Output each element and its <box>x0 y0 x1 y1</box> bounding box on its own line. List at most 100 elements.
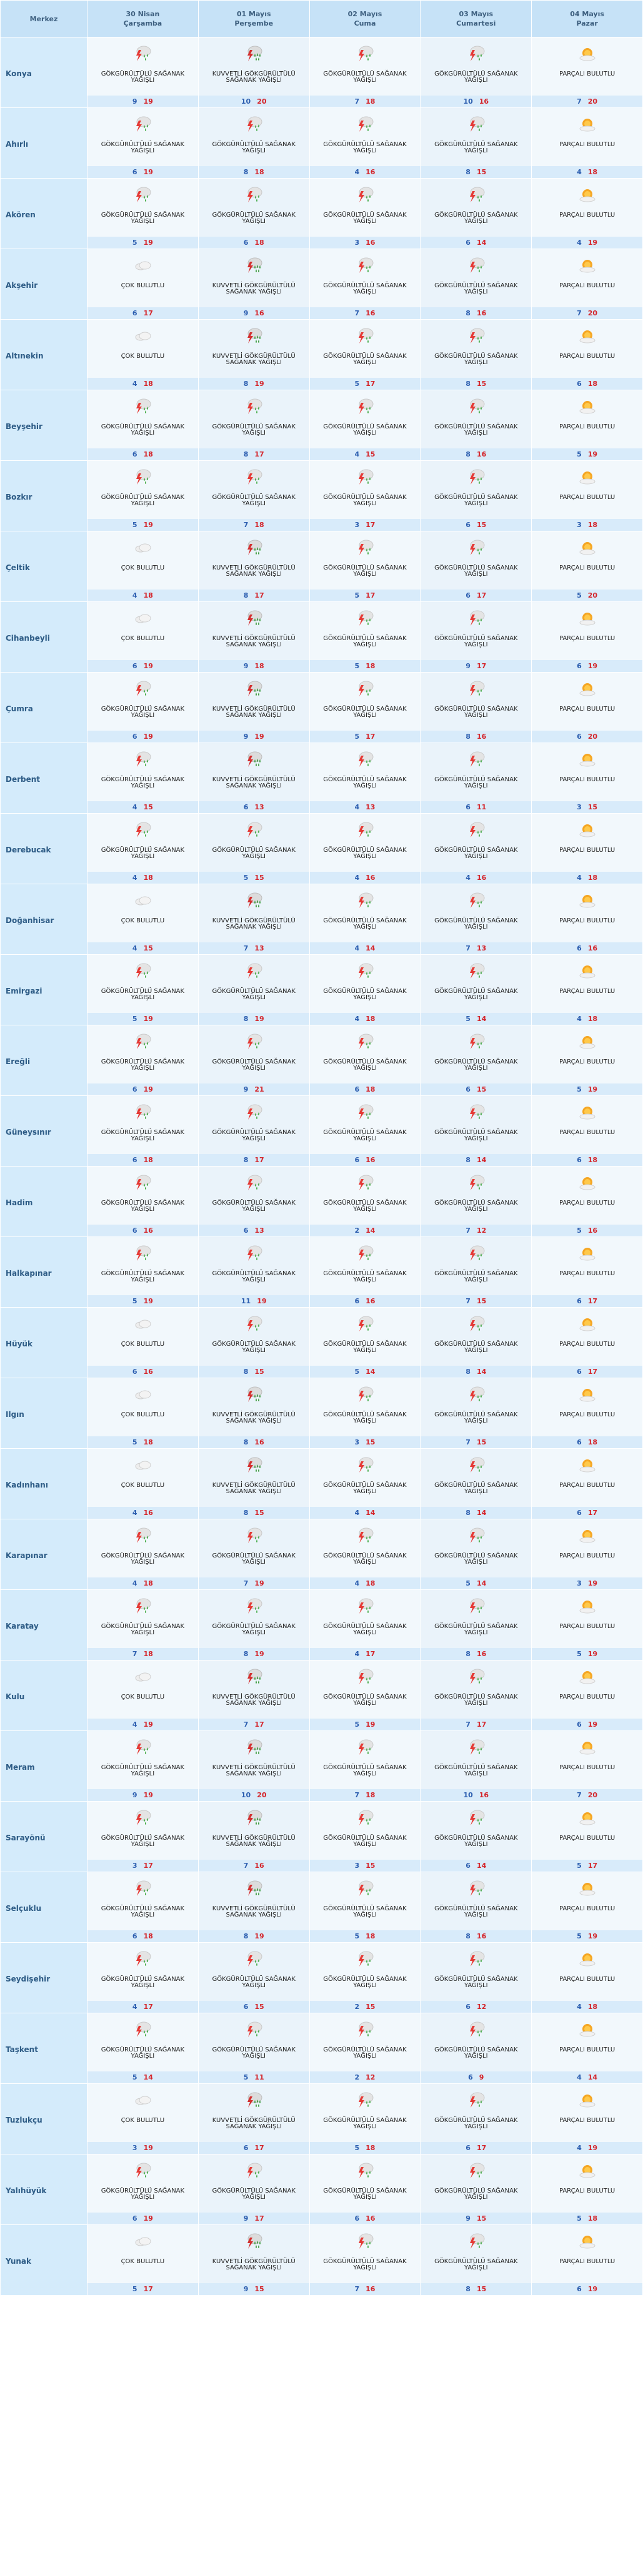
heavy-thunderstorm-icon <box>244 2091 264 2109</box>
forecast-row: Halkapınar GÖKGÜRÜLTÜLÜ SAĞANAK YAĞIŞLI 5 1… <box>0 1236 643 1308</box>
forecast-cell: GÖKGÜRÜLTÜLÜ SAĞANAK YAĞIŞLI 8 15 <box>197 1307 310 1378</box>
thunderstorm-icon <box>244 116 264 133</box>
weather-description: ÇOK BULUTLU <box>121 1411 165 1418</box>
weather-description: PARÇALI BULUTLU <box>559 423 616 430</box>
max-temperature: 17 <box>366 521 376 529</box>
min-temperature: 3 <box>577 1579 582 1587</box>
min-temperature: 10 <box>463 97 473 106</box>
weather-description: PARÇALI BULUTLU <box>559 1270 616 1277</box>
thunderstorm-icon <box>355 609 375 627</box>
forecast-row: Meram GÖKGÜRÜLTÜLÜ SAĞANAK YAĞIŞLI 9 19 KUVV… <box>0 1730 643 1802</box>
forecast-rows: Konya GÖKGÜRÜLTÜLÜ SAĞANAK YAĞIŞLI 9 19 KUVV… <box>0 37 643 2296</box>
weather-description: GÖKGÜRÜLTÜLÜ SAĞANAK YAĞIŞLI <box>323 1129 407 1142</box>
forecast-cell-body: PARÇALI BULUTLU 5 19 <box>532 390 642 460</box>
thunderstorm-icon <box>132 116 152 133</box>
max-temperature: 17 <box>476 1720 487 1729</box>
temperature-bar: 7 15 <box>421 1295 532 1307</box>
max-temperature: 16 <box>143 1226 153 1235</box>
forecast-cell: GÖKGÜRÜLTÜLÜ SAĞANAK YAĞIŞLI 6 18 <box>87 1872 199 1943</box>
weather-description: GÖKGÜRÜLTÜLÜ SAĞANAK YAĞIŞLI <box>212 1623 296 1636</box>
day-weekday: Cuma <box>354 19 376 27</box>
heavy-thunderstorm-icon <box>244 680 264 698</box>
forecast-cell-body: GÖKGÜRÜLTÜLÜ SAĞANAK YAĞIŞLI 5 14 <box>421 955 532 1025</box>
temperature-bar: 5 19 <box>87 519 198 531</box>
forecast-row: Ilgın ÇOK BULUTLU 5 18 KUVVETLİ GÖKGÜRÜLTÜLÜ… <box>0 1378 643 1449</box>
forecast-cell: GÖKGÜRÜLTÜLÜ SAĞANAK YAĞIŞLI 7 16 <box>309 2224 421 2296</box>
partly-cloudy-icon <box>577 1245 597 1262</box>
min-temperature: 6 <box>132 1368 137 1376</box>
temperature-bar: 5 18 <box>309 2142 421 2154</box>
min-temperature: 3 <box>577 803 582 811</box>
forecast-cell: GÖKGÜRÜLTÜLÜ SAĞANAK YAĞIŞLI 4 16 <box>309 813 421 884</box>
temperature-bar: 7 18 <box>309 96 421 107</box>
temperature-bar: 8 16 <box>421 731 532 743</box>
heavy-thunderstorm-icon <box>244 257 264 274</box>
weather-description: PARÇALI BULUTLU <box>559 212 616 219</box>
thunderstorm-icon <box>466 186 486 204</box>
weather-description: GÖKGÜRÜLTÜLÜ SAĞANAK YAĞIŞLI <box>434 1905 518 1918</box>
min-temperature: 7 <box>466 1438 471 1446</box>
forecast-cell-body: GÖKGÜRÜLTÜLÜ SAĞANAK YAĞIŞLI 4 17 <box>87 1943 198 2013</box>
min-temperature: 8 <box>243 1438 249 1446</box>
thunderstorm-icon <box>355 1245 375 1262</box>
thunderstorm-icon <box>355 1880 375 1897</box>
max-temperature: 19 <box>587 2285 598 2293</box>
min-temperature: 8 <box>466 1932 471 1940</box>
forecast-cell: KUVVETLİ GÖKGÜRÜLTÜLÜ SAĞANAK YAĞIŞLI 6 17 <box>197 2083 310 2154</box>
thunderstorm-icon <box>132 398 152 415</box>
weather-description: GÖKGÜRÜLTÜLÜ SAĞANAK YAĞIŞLI <box>434 282 518 295</box>
thunderstorm-icon <box>355 2162 375 2179</box>
min-temperature: 5 <box>354 591 360 600</box>
forecast-cell-body: GÖKGÜRÜLTÜLÜ SAĞANAK YAĞIŞLI 6 19 <box>87 108 198 178</box>
forecast-row: Karatay GÖKGÜRÜLTÜLÜ SAĞANAK YAĞIŞLI 7 18 GÖ… <box>0 1589 643 1661</box>
forecast-cell: GÖKGÜRÜLTÜLÜ SAĞANAK YAĞIŞLI 7 17 <box>420 1660 532 1731</box>
temperature-bar: 8 14 <box>421 1366 532 1378</box>
thunderstorm-icon <box>132 1245 152 1262</box>
temperature-bar: 5 18 <box>309 660 421 672</box>
forecast-cell-body: GÖKGÜRÜLTÜLÜ SAĞANAK YAĞIŞLI 3 17 <box>87 1802 198 1872</box>
forecast-cell-body: GÖKGÜRÜLTÜLÜ SAĞANAK YAĞIŞLI 6 19 <box>87 1025 198 1095</box>
weather-description: GÖKGÜRÜLTÜLÜ SAĞANAK YAĞIŞLI <box>101 1059 185 1072</box>
max-temperature: 16 <box>254 1862 264 1870</box>
forecast-cell-body: GÖKGÜRÜLTÜLÜ SAĞANAK YAĞIŞLI 9 19 <box>87 1731 198 1801</box>
weather-description: PARÇALI BULUTLU <box>559 2258 616 2265</box>
weather-description: GÖKGÜRÜLTÜLÜ SAĞANAK YAĞIŞLI <box>323 1623 407 1636</box>
min-temperature: 5 <box>132 1297 137 1305</box>
forecast-row: Çeltik ÇOK BULUTLU 4 18 KUVVETLİ GÖKGÜRÜLTÜL… <box>0 531 643 602</box>
forecast-cell: GÖKGÜRÜLTÜLÜ SAĞANAK YAĞIŞLI 6 14 <box>420 1801 532 1872</box>
temperature-bar: 6 19 <box>532 1719 642 1730</box>
temperature-bar: 10 16 <box>421 96 532 107</box>
forecast-cell: GÖKGÜRÜLTÜLÜ SAĞANAK YAĞIŞLI 9 21 <box>197 1025 310 1096</box>
max-temperature: 18 <box>587 168 598 176</box>
min-temperature: 6 <box>354 2214 360 2223</box>
weather-description: GÖKGÜRÜLTÜLÜ SAĞANAK YAĞIŞLI <box>101 1623 185 1636</box>
forecast-cell: GÖKGÜRÜLTÜLÜ SAĞANAK YAĞIŞLI 6 18 <box>87 390 199 461</box>
forecast-cell-body: KUVVETLİ GÖKGÜRÜLTÜLÜ SAĞANAK YAĞIŞLI 7 16 <box>198 1802 309 1872</box>
forecast-cell: PARÇALI BULUTLU 4 19 <box>531 2083 643 2154</box>
max-temperature: 12 <box>476 1226 487 1235</box>
heavy-thunderstorm-icon <box>244 1456 264 1474</box>
forecast-row: Emirgazi GÖKGÜRÜLTÜLÜ SAĞANAK YAĞIŞLI 5 19 G… <box>0 954 643 1025</box>
forecast-cell: KUVVETLİ GÖKGÜRÜLTÜLÜ SAĞANAK YAĞIŞLI 9 18 <box>197 601 310 673</box>
temperature-bar: 5 19 <box>532 448 642 460</box>
forecast-cell-body: GÖKGÜRÜLTÜLÜ SAĞANAK YAĞIŞLI 4 18 <box>87 814 198 884</box>
forecast-cell-body: GÖKGÜRÜLTÜLÜ SAĞANAK YAĞIŞLI 4 16 <box>309 108 421 178</box>
max-temperature: 18 <box>587 1015 598 1023</box>
min-temperature: 6 <box>577 1368 582 1376</box>
centre-name: Halkapınar <box>6 1268 52 1278</box>
heavy-thunderstorm-icon <box>244 892 264 909</box>
thunderstorm-icon <box>466 539 486 556</box>
centre-name: Akşehir <box>6 280 38 290</box>
forecast-cell: GÖKGÜRÜLTÜLÜ SAĞANAK YAĞIŞLI 7 16 <box>309 249 421 320</box>
temperature-bar: 7 18 <box>309 1789 421 1801</box>
weather-description: PARÇALI BULUTLU <box>559 494 616 501</box>
min-temperature: 8 <box>243 1650 249 1658</box>
forecast-cell: ÇOK BULUTLU 6 19 <box>87 601 199 673</box>
day-date: 30 Nisan <box>126 10 160 18</box>
weather-description: ÇOK BULUTLU <box>121 353 165 360</box>
weather-description: KUVVETLİ GÖKGÜRÜLTÜLÜ SAĞANAK YAĞIŞLI <box>212 1694 296 1707</box>
temperature-bar: 4 18 <box>532 2001 642 2013</box>
weather-description: GÖKGÜRÜLTÜLÜ SAĞANAK YAĞIŞLI <box>434 1694 518 1707</box>
forecast-cell: GÖKGÜRÜLTÜLÜ SAĞANAK YAĞIŞLI 8 16 <box>420 1872 532 1943</box>
temperature-bar: 6 18 <box>309 1083 421 1095</box>
